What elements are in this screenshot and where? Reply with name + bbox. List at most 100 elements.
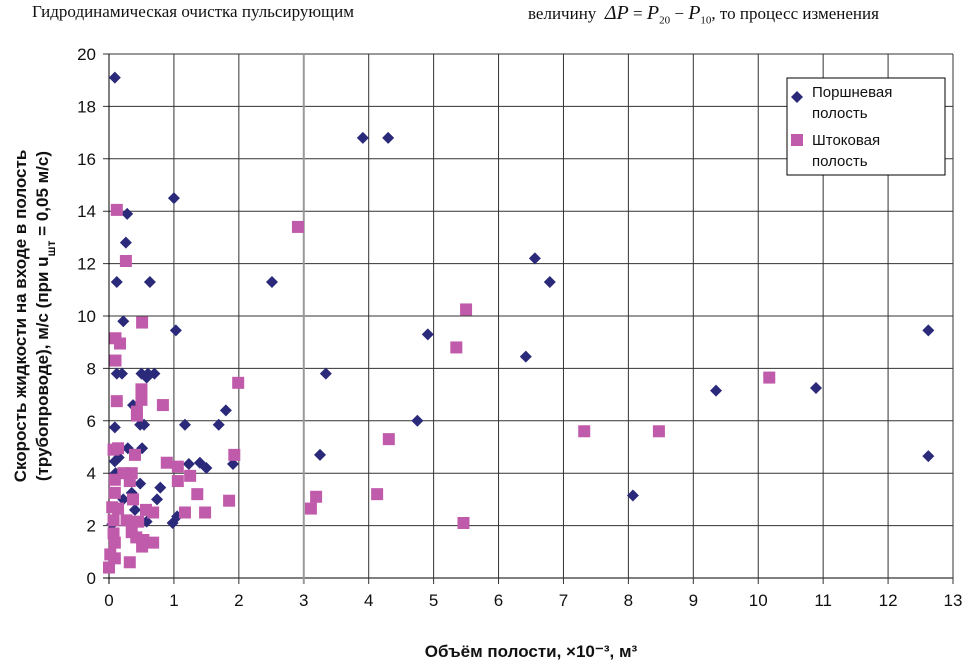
- square-point: [652, 425, 665, 438]
- diamond-point: [121, 442, 134, 455]
- formula-delta: ΔP: [604, 2, 629, 24]
- diamond-point: [151, 493, 164, 506]
- data-points: [103, 71, 935, 574]
- square-point: [112, 442, 125, 455]
- square-point: [171, 460, 184, 473]
- square-point: [128, 448, 141, 461]
- y-tick-label: 4: [87, 464, 96, 483]
- diamond-point: [314, 448, 326, 461]
- y-label-sub: шт: [44, 240, 58, 256]
- square-point: [127, 493, 140, 506]
- diamond-point: [212, 418, 225, 431]
- square-point: [107, 514, 120, 527]
- x-tick-label: 8: [624, 591, 633, 610]
- grid: [103, 53, 954, 584]
- diamond-point: [140, 371, 153, 384]
- x-tick-label: 4: [364, 591, 373, 610]
- y-label-part: (трубопроводе), м/с (при u: [33, 256, 52, 481]
- square-point: [112, 502, 125, 515]
- legend: Поршневая полость Штоковая полость: [786, 77, 946, 176]
- legend-label-rod-1: Штоковая: [812, 132, 880, 149]
- y-axis-label: Скорость жидкости на входе в полость (тр…: [11, 150, 58, 483]
- square-point: [578, 425, 591, 438]
- diamond-point: [265, 275, 278, 288]
- diamond-point: [356, 131, 369, 144]
- x-tick-label: 3: [299, 591, 308, 610]
- diamond-point: [219, 404, 232, 417]
- x-tick-label: 7: [559, 591, 568, 610]
- x-tick-label: 5: [429, 591, 438, 610]
- square-point: [310, 490, 323, 503]
- x-tick-label: 6: [494, 591, 503, 610]
- square-point: [178, 506, 191, 519]
- x-tick-label: 12: [879, 591, 898, 610]
- square-point: [223, 494, 236, 507]
- diamond-point: [626, 489, 639, 502]
- square-point: [107, 527, 120, 540]
- diamond-point: [154, 481, 167, 494]
- y-tick-label: 10: [77, 307, 96, 326]
- diamond-point: [169, 324, 182, 337]
- x-tick-label: 1: [169, 591, 178, 610]
- y-axis-label-line2: (трубопроводе), м/с (при uшт = 0,05 м/с): [33, 151, 58, 481]
- diamond-point: [115, 367, 128, 380]
- page-text-left: Гидродинамическая очистка пульсирующим: [32, 2, 354, 21]
- diamond-point: [178, 418, 191, 431]
- square-point: [291, 220, 304, 233]
- y-label-end: = 0,05 м/с): [33, 151, 52, 241]
- diamond-point: [519, 350, 532, 363]
- legend-square-icon: [791, 134, 803, 146]
- diamond-point: [110, 275, 123, 288]
- legend-label-piston-2: полость: [812, 105, 868, 122]
- diamond-point: [382, 131, 395, 144]
- x-axis-label: Объём полости, ×10⁻³, м³: [425, 642, 638, 661]
- diamond-point: [528, 252, 541, 265]
- diamond-point: [119, 236, 132, 249]
- square-point: [135, 383, 148, 396]
- y-tick-label: 14: [77, 202, 96, 221]
- square-point: [110, 395, 123, 408]
- x-tick-label: 11: [814, 591, 832, 610]
- diamond-point: [810, 382, 823, 395]
- y-axis-label-line1: Скорость жидкости на входе в полость: [11, 150, 30, 483]
- text-suffix: , то процесс изменения: [711, 4, 879, 23]
- square-point: [110, 203, 123, 216]
- square-point: [156, 399, 169, 412]
- x-tick-label: 2: [234, 591, 243, 610]
- square-point: [109, 354, 122, 367]
- diamond-point: [138, 418, 151, 431]
- diamond-point: [167, 192, 180, 205]
- diamond-point: [143, 275, 156, 288]
- square-point: [103, 561, 115, 574]
- diamond-point: [108, 421, 121, 434]
- square-point: [304, 502, 317, 515]
- y-tick-label: 20: [77, 45, 96, 64]
- square-point: [136, 316, 149, 329]
- diamond-point: [108, 71, 121, 84]
- formula-p1: P: [646, 2, 660, 24]
- square-point: [119, 254, 132, 267]
- square-point: [108, 486, 121, 499]
- diamond-point: [922, 324, 935, 337]
- square-point: [184, 469, 197, 482]
- legend-box: [786, 77, 946, 176]
- y-tick-label: 8: [87, 359, 96, 378]
- x-tick-label: 0: [104, 591, 113, 610]
- square-point: [191, 488, 204, 501]
- diamond-point: [200, 461, 213, 474]
- square-point: [108, 552, 121, 565]
- square-point: [147, 536, 160, 549]
- text-prefix: величину: [528, 4, 597, 23]
- y-tick-label: 18: [77, 97, 96, 116]
- x-tick-label: 13: [944, 591, 963, 610]
- legend-label-piston-1: Поршневая: [812, 84, 892, 101]
- y-tick-label: 12: [77, 255, 96, 274]
- x-tick-label: 10: [749, 591, 768, 610]
- diamond-point: [543, 275, 556, 288]
- formula-sub2: 10: [700, 14, 712, 27]
- y-tick-label: 16: [77, 150, 96, 169]
- y-tick-label: 0: [87, 569, 96, 588]
- diamond-point: [421, 328, 434, 341]
- square-point: [457, 516, 470, 529]
